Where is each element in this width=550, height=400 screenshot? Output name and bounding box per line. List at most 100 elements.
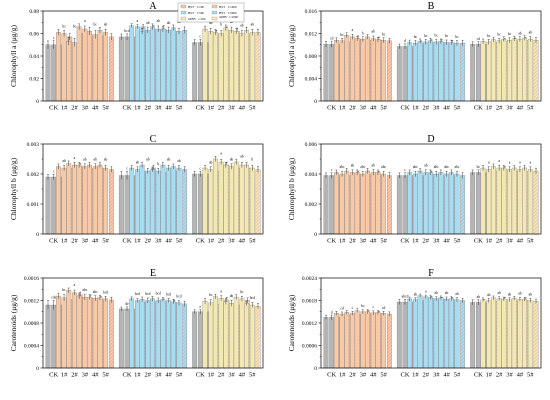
bar [507, 169, 512, 235]
bar [82, 296, 88, 369]
bar [233, 31, 239, 102]
x-category-label: 5# [454, 105, 461, 112]
bar-hatch [109, 169, 114, 234]
bar [249, 167, 255, 235]
significance-label: bc [445, 34, 449, 38]
y-axis-label: Carotenoids (μg/g) [9, 294, 18, 351]
bar [370, 312, 376, 369]
x-category-label: 1# [339, 105, 346, 112]
bar [527, 169, 533, 235]
significance-label: bcd [124, 29, 129, 33]
significance-label: abc [454, 165, 459, 169]
bar [496, 40, 502, 102]
bar [496, 167, 502, 235]
bar [192, 42, 198, 102]
y-tick-label: 0 [314, 232, 317, 238]
x-category-label: 3# [506, 105, 513, 112]
bar [522, 37, 528, 102]
significance-label: ab [62, 159, 66, 163]
bar [223, 27, 229, 102]
bar [118, 175, 124, 235]
x-category-label: CK [123, 372, 132, 379]
x-category-label: 3# [228, 372, 235, 379]
bar [166, 167, 171, 235]
bar [197, 173, 203, 235]
significance-label: bc [477, 165, 481, 169]
significance-label: a [137, 19, 139, 23]
bar [202, 167, 208, 235]
bar [208, 302, 214, 369]
bar [155, 300, 161, 369]
bar [124, 36, 130, 102]
bar [370, 38, 376, 102]
plot-frame [320, 277, 542, 369]
legend-label-2: HST · 1:1000 [219, 5, 237, 9]
x-category-label: 3# [82, 238, 89, 245]
significance-label: c [200, 35, 202, 39]
x-category-label: 2# [423, 372, 430, 379]
x-category-label: 1# [208, 372, 215, 379]
x-category-label: 5# [102, 372, 109, 379]
bar [496, 298, 502, 369]
bar [333, 40, 339, 102]
bar [208, 169, 214, 235]
bar [72, 42, 77, 102]
bar [433, 41, 439, 102]
significance-label: ab [94, 158, 98, 162]
y-tick-label: 0.02 [29, 76, 39, 82]
bar-hatch [109, 36, 114, 101]
bar [61, 297, 67, 369]
bar [160, 28, 166, 102]
bar [370, 172, 376, 235]
x-category-label: 5# [249, 105, 256, 112]
x-category-label: 4# [517, 238, 524, 245]
bar [413, 42, 418, 102]
y-tick-label: 0.06 [29, 31, 39, 37]
bar [51, 304, 57, 369]
significance-label: bc [382, 32, 386, 36]
y-tick-label: 0.0008 [24, 321, 39, 327]
x-category-label: CK [401, 105, 410, 112]
significance-label: ab [240, 23, 244, 27]
bar [76, 295, 82, 369]
significance-label: a [530, 161, 532, 165]
panel-A: A Chlorophyll a (μg/g) 0 0.02 0.04 0.06 0.08 c C… [9, 1, 264, 112]
significance-label: ab [518, 31, 522, 35]
y-tick-label: 0.004 [305, 76, 318, 82]
bar [92, 298, 98, 369]
bar [365, 36, 370, 102]
bar [350, 36, 355, 102]
x-category-label: 1# [61, 105, 68, 112]
significance-label: c [53, 170, 55, 174]
bar [145, 300, 151, 369]
bar-hatch [182, 303, 187, 368]
bar [150, 298, 155, 369]
significance-label: abc [413, 165, 418, 169]
bar [517, 169, 523, 235]
x-category-label: 4# [92, 105, 99, 112]
bar [249, 32, 255, 102]
x-category-label: 5# [527, 238, 534, 245]
significance-label: ab [508, 292, 512, 296]
panel-E: E Carotenoids (μg/g) 0 0.0004 0.0008 0.0012 0.… [9, 268, 264, 379]
bar [139, 31, 145, 102]
bar [333, 313, 339, 369]
legend: HST · 1:100 HST · 1:1000 HST · 1:500 HST… [177, 2, 245, 23]
bar [454, 42, 460, 102]
significance-label: bc [424, 34, 428, 38]
bar [501, 38, 507, 102]
significance-label: bc [487, 34, 491, 38]
x-category-label: 2# [218, 372, 225, 379]
x-category-label: 4# [443, 238, 450, 245]
significance-label: a [220, 152, 222, 156]
bar [97, 29, 103, 102]
bar [76, 26, 82, 102]
plot-frame [320, 10, 542, 102]
x-category-label: CK [401, 238, 410, 245]
x-category-label: CK [474, 105, 483, 112]
x-category-label: 5# [102, 105, 109, 112]
y-tick-label: 0 [36, 232, 39, 238]
bar [166, 300, 171, 369]
x-category-label: 2# [71, 105, 78, 112]
bar [82, 28, 88, 102]
